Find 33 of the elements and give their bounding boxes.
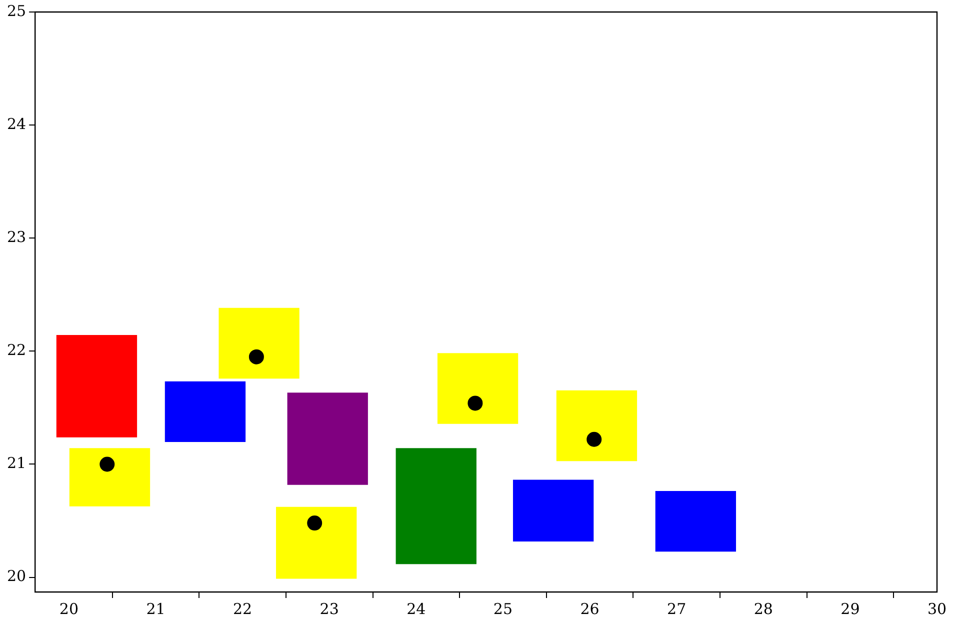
bar (287, 392, 368, 485)
x-tick-label: 22 (233, 600, 252, 618)
y-tick-label: 23 (6, 228, 26, 246)
y-tick-label: 20 (6, 567, 26, 586)
x-tick-label: 24 (406, 600, 426, 618)
bar (276, 506, 357, 579)
y-tick-label: 22 (6, 341, 26, 360)
x-tick-label: 20 (59, 600, 78, 618)
bar (396, 448, 476, 564)
bar (164, 381, 246, 442)
y-tick-label: 25 (6, 2, 26, 20)
point (307, 516, 322, 531)
x-tick-label: 23 (320, 600, 339, 618)
x-tick-label: 27 (667, 600, 686, 618)
bar (56, 335, 138, 438)
x-tick-label: 21 (146, 600, 166, 618)
bar (69, 448, 150, 506)
x-tick-label: 30 (927, 600, 947, 618)
x-tick-label: 28 (754, 600, 773, 618)
bar (655, 491, 736, 552)
point (586, 432, 602, 447)
point (248, 349, 264, 364)
y-tick-label: 24 (6, 114, 26, 133)
bar (437, 353, 518, 424)
bar (218, 308, 300, 379)
point (468, 396, 483, 411)
x-tick-label: 25 (493, 600, 513, 618)
bar (556, 390, 638, 462)
point (100, 456, 115, 472)
bar (512, 480, 594, 542)
y-tick-label: 21 (6, 454, 26, 472)
x-tick-label: 29 (840, 600, 860, 618)
x-tick-label: 26 (580, 600, 600, 618)
